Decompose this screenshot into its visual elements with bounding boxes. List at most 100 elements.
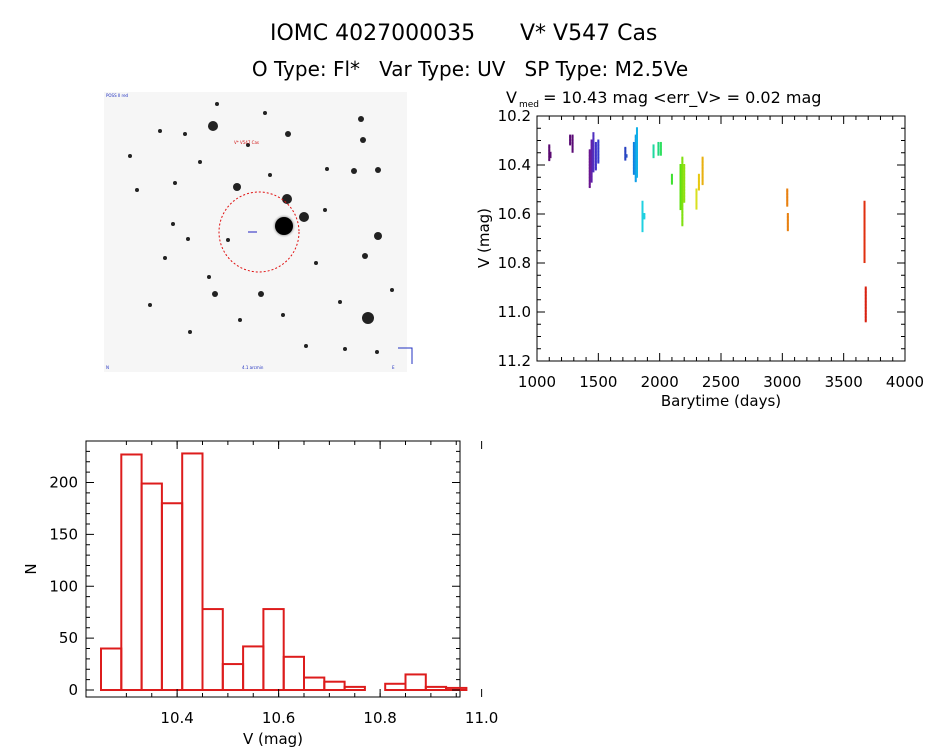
light-curve-point	[632, 150, 635, 153]
light-curve-point	[588, 165, 591, 168]
light-curve-point	[652, 151, 655, 154]
light-curve-point	[597, 149, 600, 152]
light-curve-point	[594, 165, 597, 168]
light-curve-point	[701, 166, 704, 169]
light-curve-point	[864, 302, 867, 305]
light-curve-point	[681, 156, 684, 159]
light-curve-point	[681, 184, 684, 187]
light-curve-point	[641, 219, 644, 222]
histogram-ylabel: N	[22, 563, 40, 574]
light-curve-point	[863, 255, 866, 258]
light-curve-point	[594, 150, 597, 153]
light-curve-point	[548, 153, 551, 156]
light-curve-point	[635, 175, 638, 178]
light-curve-point	[632, 162, 635, 165]
light-curve-point	[683, 194, 686, 197]
histogram-bar	[120, 453, 143, 691]
image-label-target: V* V547 Cas	[234, 140, 259, 145]
light-curve-point	[588, 172, 591, 175]
star	[246, 143, 250, 147]
star	[314, 261, 318, 265]
light-curve-point	[632, 144, 635, 147]
light-curve-point	[590, 180, 593, 183]
light-curve-point	[695, 191, 698, 194]
light-curve-point	[701, 171, 704, 174]
light-curve-point	[863, 228, 866, 231]
light-curve-point	[679, 205, 682, 208]
y-tick-label: 150	[49, 525, 78, 543]
light-curve-point	[697, 178, 700, 181]
light-curve-point	[635, 162, 638, 165]
light-curve-point	[590, 176, 593, 179]
light-curve-point	[670, 181, 673, 184]
light-curve-point	[679, 194, 682, 197]
light-curve-point	[549, 154, 552, 157]
light-curve-point	[632, 165, 635, 168]
light-curve-point	[701, 161, 704, 164]
light-curve-point	[641, 208, 644, 211]
light-curve-point	[588, 158, 591, 161]
light-curve-point	[683, 171, 686, 174]
light-curve-point	[683, 175, 686, 178]
light-curve-point	[679, 206, 682, 209]
light-curve-point	[588, 159, 591, 162]
light-curve-point	[635, 155, 638, 158]
light-curve-point	[679, 187, 682, 190]
image-label-scale: 4.1 arcmin	[242, 365, 264, 370]
light-curve-point	[863, 213, 866, 216]
light-curve-point	[701, 169, 704, 172]
star	[186, 237, 190, 241]
light-curve-point	[652, 145, 655, 148]
light-curve-point	[594, 146, 597, 149]
light-curve-point	[548, 159, 551, 162]
light-curve-point	[641, 213, 644, 216]
light-curve-point	[681, 188, 684, 191]
light-curve-point	[681, 162, 684, 165]
light-curve-point	[679, 166, 682, 169]
star	[171, 222, 175, 226]
histogram-bar	[262, 608, 285, 692]
light-curve-point	[571, 150, 574, 153]
y-tick-label: 10.4	[498, 156, 531, 174]
light-curve-point	[697, 182, 700, 185]
light-curve-point	[590, 145, 593, 148]
light-curve-point	[679, 165, 682, 168]
y-tick-label: 10.2	[498, 107, 531, 125]
light-curve-point	[590, 152, 593, 155]
star	[304, 344, 308, 348]
light-curve-point	[657, 152, 660, 155]
light-curve-point	[863, 231, 866, 234]
light-curve-point	[681, 169, 684, 172]
light-curve-point	[683, 187, 686, 190]
light-curve-point	[590, 173, 593, 176]
x-tick-label: 1000	[518, 373, 556, 391]
light-curve-point	[625, 155, 628, 158]
star	[207, 275, 211, 279]
light-curve-point	[863, 247, 866, 250]
y-tick-label: 0	[68, 681, 78, 699]
light-curve-point	[670, 182, 673, 185]
light-curve-point	[592, 132, 595, 135]
histogram-bar	[242, 645, 265, 691]
star	[135, 188, 139, 192]
histogram-bar	[181, 452, 204, 692]
light-curve-point	[632, 168, 635, 171]
star	[360, 137, 366, 143]
light-curve-point	[786, 198, 789, 201]
light-curve-point	[634, 143, 637, 146]
light-curve-point	[683, 178, 686, 181]
light-curve-point	[697, 175, 700, 178]
light-curve-point	[681, 183, 684, 186]
light-curve-point	[641, 224, 644, 227]
light-curve-point	[590, 161, 593, 164]
light-curve-point	[786, 191, 789, 194]
light-curve-point	[683, 199, 686, 202]
light-curve-point	[683, 164, 686, 166]
light-curve-point	[635, 140, 638, 143]
light-curve-point	[571, 149, 574, 152]
light-curve-point	[548, 157, 551, 160]
light-curve-point	[681, 191, 684, 194]
y-tick-label: 10.8	[498, 254, 531, 272]
light-curve-point	[635, 141, 638, 144]
light-curve-point	[594, 164, 597, 166]
